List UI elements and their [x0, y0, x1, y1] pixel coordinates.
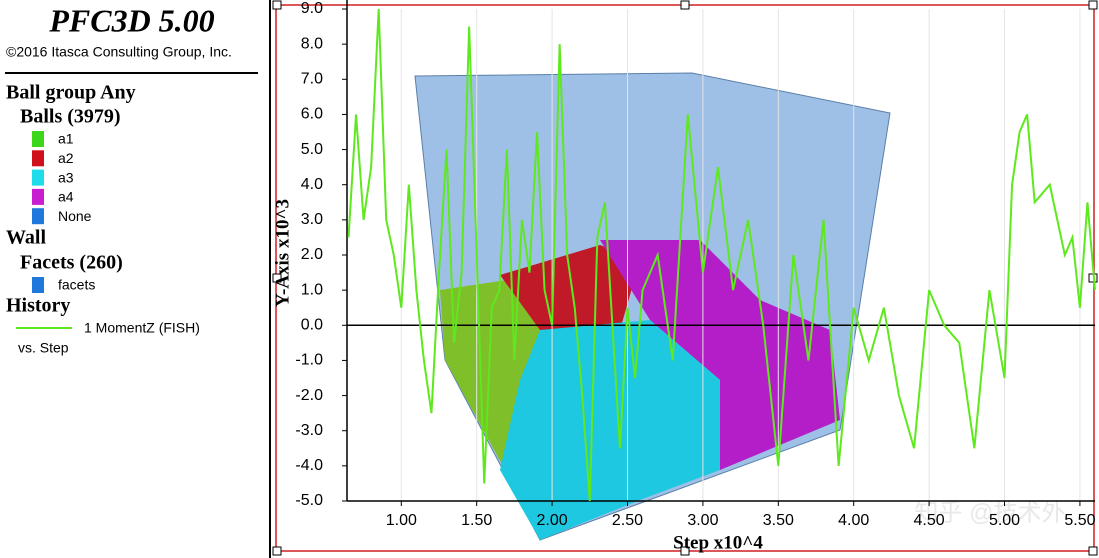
y-tick-label: -4.0 [295, 457, 323, 474]
y-tick-label: 3.0 [301, 211, 323, 228]
series-line [347, 8, 1096, 502]
handle [1088, 546, 1098, 556]
legend-swatch [32, 208, 44, 225]
x-tick-label: 4.00 [838, 512, 869, 529]
y-tick-label: -3.0 [295, 422, 323, 439]
legend-label: a4 [58, 189, 74, 205]
legend-swatch [32, 277, 44, 293]
x-tick-label: 5.50 [1064, 512, 1095, 529]
vs-step: vs. Step [18, 340, 69, 356]
x-tick-label: 1.00 [386, 512, 417, 529]
plot: 1.00 1.50 2.00 2.50 3.00 3.50 4.00 4.50 5.00 5.50… [295, 0, 1096, 529]
handle [272, 273, 282, 283]
x-axis-title: Step x10^4 [673, 532, 763, 553]
legend-label: a3 [58, 169, 74, 185]
x-tick-label: 5.00 [989, 512, 1020, 529]
copyright: ©2016 Itasca Consulting Group, Inc. [6, 44, 232, 60]
handle [272, 0, 282, 10]
handle [680, 546, 690, 556]
y-tick-label: -1.0 [295, 352, 323, 369]
x-tick-label: 3.00 [687, 512, 718, 529]
y-tick-label: 8.0 [301, 35, 323, 52]
legend-label: a2 [58, 150, 74, 166]
y-tick-label: 5.0 [301, 141, 323, 158]
y-tick-label: 0.0 [301, 317, 323, 334]
y-tick-label: 7.0 [301, 71, 323, 88]
history-heading: History [6, 295, 70, 317]
facets-heading: Facets (260) [20, 252, 123, 274]
y-tick-label: 2.0 [301, 246, 323, 263]
balls-a2 [500, 245, 640, 330]
balls-a4 [600, 240, 840, 470]
y-tick-label: 1.0 [301, 281, 323, 298]
y-tick-label: 9.0 [301, 0, 323, 17]
x-tick-label: 2.00 [537, 512, 568, 529]
legend-swatch [32, 150, 44, 167]
x-tick-label: 4.50 [914, 512, 945, 529]
wall-heading: Wall [6, 227, 46, 249]
x-tick-label: 1.50 [461, 512, 492, 529]
group-heading: Ball group Any [6, 82, 136, 104]
legend-swatch [32, 131, 44, 147]
handle [1088, 0, 1098, 10]
history-item: 1 MomentZ (FISH) [84, 320, 200, 336]
legend-swatch [32, 188, 44, 205]
legend-label: a1 [58, 131, 74, 147]
watermark: 知乎 @技术外 [914, 499, 1065, 526]
legend-label: facets [58, 277, 95, 293]
x-tick-label: 3.50 [763, 512, 794, 529]
frame-handles [272, 0, 1098, 556]
legend-label: None [58, 208, 92, 224]
y-tick-label: -5.0 [295, 492, 323, 509]
y-tick-label: 4.0 [301, 176, 323, 193]
y-tick-label: 6.0 [301, 106, 323, 123]
handle [272, 546, 282, 556]
y-tick-label: -2.0 [295, 387, 323, 404]
legend-swatch [32, 169, 44, 186]
balls-a3 [500, 320, 720, 540]
x-tick-label: 2.50 [612, 512, 643, 529]
y-axis-title: Y-Axis x10^3 [272, 199, 293, 307]
handle [680, 0, 690, 10]
app-title: PFC3D 5.00 [48, 2, 214, 38]
balls-heading: Balls (3979) [20, 106, 121, 128]
